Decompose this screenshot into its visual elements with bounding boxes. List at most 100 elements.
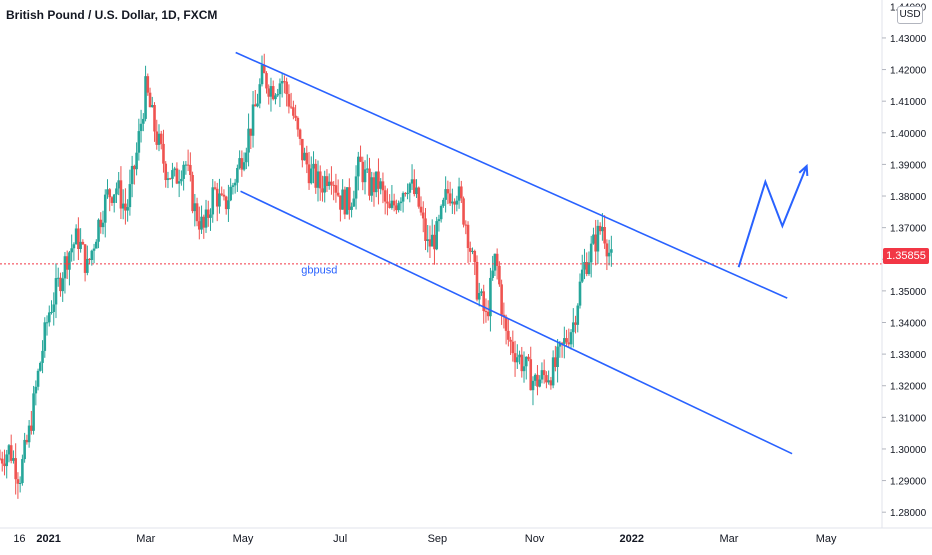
candle-body (395, 205, 398, 211)
candle-body (209, 214, 212, 218)
candle-body (117, 180, 120, 189)
candle-body (274, 95, 277, 100)
candle-body (139, 123, 143, 132)
candle-body (276, 94, 279, 96)
candle-body (480, 291, 483, 294)
candle-body (368, 168, 371, 196)
candle-body (583, 262, 586, 270)
candle-body (27, 425, 31, 443)
x-tick-label: Nov (525, 533, 545, 545)
candle-body (267, 88, 271, 97)
candle-body (538, 379, 541, 387)
candle-body (560, 342, 564, 344)
candle-body (545, 375, 548, 383)
candle-body (379, 181, 382, 189)
candle-body (184, 164, 188, 166)
candle-body (0, 458, 4, 464)
candle-body (126, 207, 129, 211)
candle-body (498, 265, 501, 285)
candle-body (296, 117, 300, 130)
candle-body (507, 330, 510, 340)
currency-badge[interactable]: USD (897, 6, 923, 24)
candle-body (30, 425, 33, 431)
candle-body (563, 338, 566, 344)
candle-body (314, 163, 318, 188)
candle-body (150, 105, 154, 108)
x-tick-label: Mar (719, 533, 738, 545)
candle-body (265, 73, 268, 89)
candle-body (251, 104, 255, 136)
candle-body (108, 189, 112, 198)
candle-body (130, 165, 134, 185)
y-tick-label: 1.38000 (890, 192, 927, 203)
candle-body (558, 342, 562, 347)
candle-body (451, 201, 454, 204)
x-tick-label: Jul (333, 533, 347, 545)
candle-body (256, 103, 259, 107)
x-tick-label: May (233, 533, 254, 545)
candle-body (101, 222, 105, 228)
candle-body (159, 133, 163, 144)
candle-body (417, 187, 421, 207)
projection-arrow-path[interactable] (737, 165, 808, 268)
candle-body (137, 131, 141, 153)
chart-title: British Pound / U.S. Dollar, 1D, FXCM (6, 8, 218, 22)
candle-body (278, 83, 282, 95)
candle-body (594, 234, 597, 252)
candle-body (43, 322, 47, 351)
candle-body (448, 193, 452, 204)
candle-body (242, 162, 246, 170)
candle-body (90, 250, 94, 261)
candle-body (162, 143, 165, 164)
candle-body (446, 189, 450, 194)
candle-body (12, 458, 15, 461)
candle-body (202, 216, 206, 228)
candle-body (372, 177, 376, 193)
candle-body (142, 118, 145, 124)
candle-body (437, 219, 441, 222)
candle-body (56, 277, 60, 279)
candle-body (457, 186, 461, 201)
x-axis[interactable]: 16 2021 Mar May Jul Sep Nov 2022 Mar May (0, 527, 932, 545)
candle-body (350, 206, 353, 210)
candle-body (25, 439, 29, 443)
candle-body (135, 152, 138, 170)
channel-upper-line[interactable] (235, 51, 788, 299)
candle-body (424, 218, 427, 241)
candle-body (551, 357, 555, 386)
candle-body (258, 84, 262, 104)
candle-body (363, 169, 367, 183)
candle-body (191, 174, 194, 212)
candle-body (92, 248, 96, 251)
candle-body (336, 192, 340, 196)
candle-body (269, 86, 273, 97)
candle-body (381, 181, 385, 191)
candle-body (386, 201, 389, 204)
candle-body (473, 250, 477, 262)
candle-body (204, 209, 208, 228)
candle-body (486, 311, 490, 317)
candle-body (399, 201, 403, 204)
candle-body (318, 171, 322, 189)
candle-body (7, 445, 11, 455)
candle-body (16, 479, 20, 484)
candle-body (401, 193, 405, 202)
candle-body (462, 198, 465, 225)
candle-body (610, 249, 613, 253)
candle-body (493, 253, 497, 271)
candle-body (236, 167, 239, 183)
candle-body (0, 458, 2, 460)
candle-body (430, 234, 434, 247)
candle-body (415, 187, 418, 195)
candle-body (23, 439, 26, 460)
y-tick-label: 1.39000 (890, 160, 927, 171)
candle-body (110, 197, 114, 203)
candle-body (36, 370, 40, 387)
candle-body (455, 200, 459, 205)
y-axis[interactable]: 1.440001.430001.420001.410001.400001.390… (881, 0, 927, 528)
candle-body (182, 164, 185, 179)
channel-lower-line[interactable] (240, 190, 793, 455)
candle-body (79, 241, 82, 249)
candle-body (392, 200, 396, 206)
